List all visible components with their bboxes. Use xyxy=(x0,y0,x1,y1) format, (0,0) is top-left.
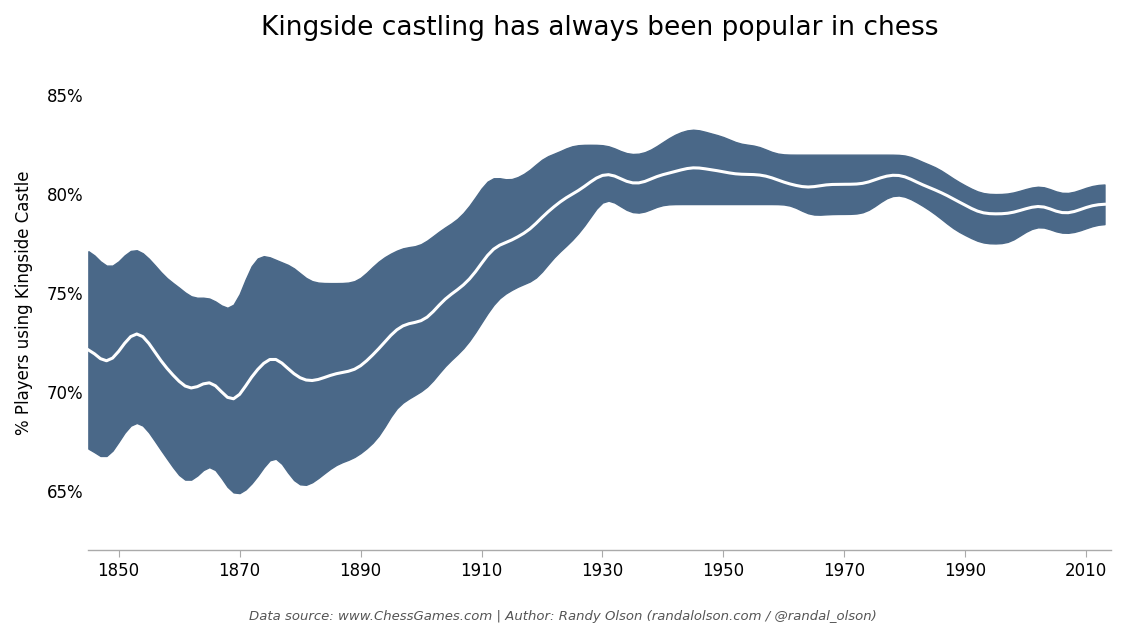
Y-axis label: % Players using Kingside Castle: % Players using Kingside Castle xyxy=(15,171,33,435)
Title: Kingside castling has always been popular in chess: Kingside castling has always been popula… xyxy=(261,15,938,41)
Text: Data source: www.ChessGames.com | Author: Randy Olson (randalolson.com / @randal: Data source: www.ChessGames.com | Author… xyxy=(249,610,877,623)
